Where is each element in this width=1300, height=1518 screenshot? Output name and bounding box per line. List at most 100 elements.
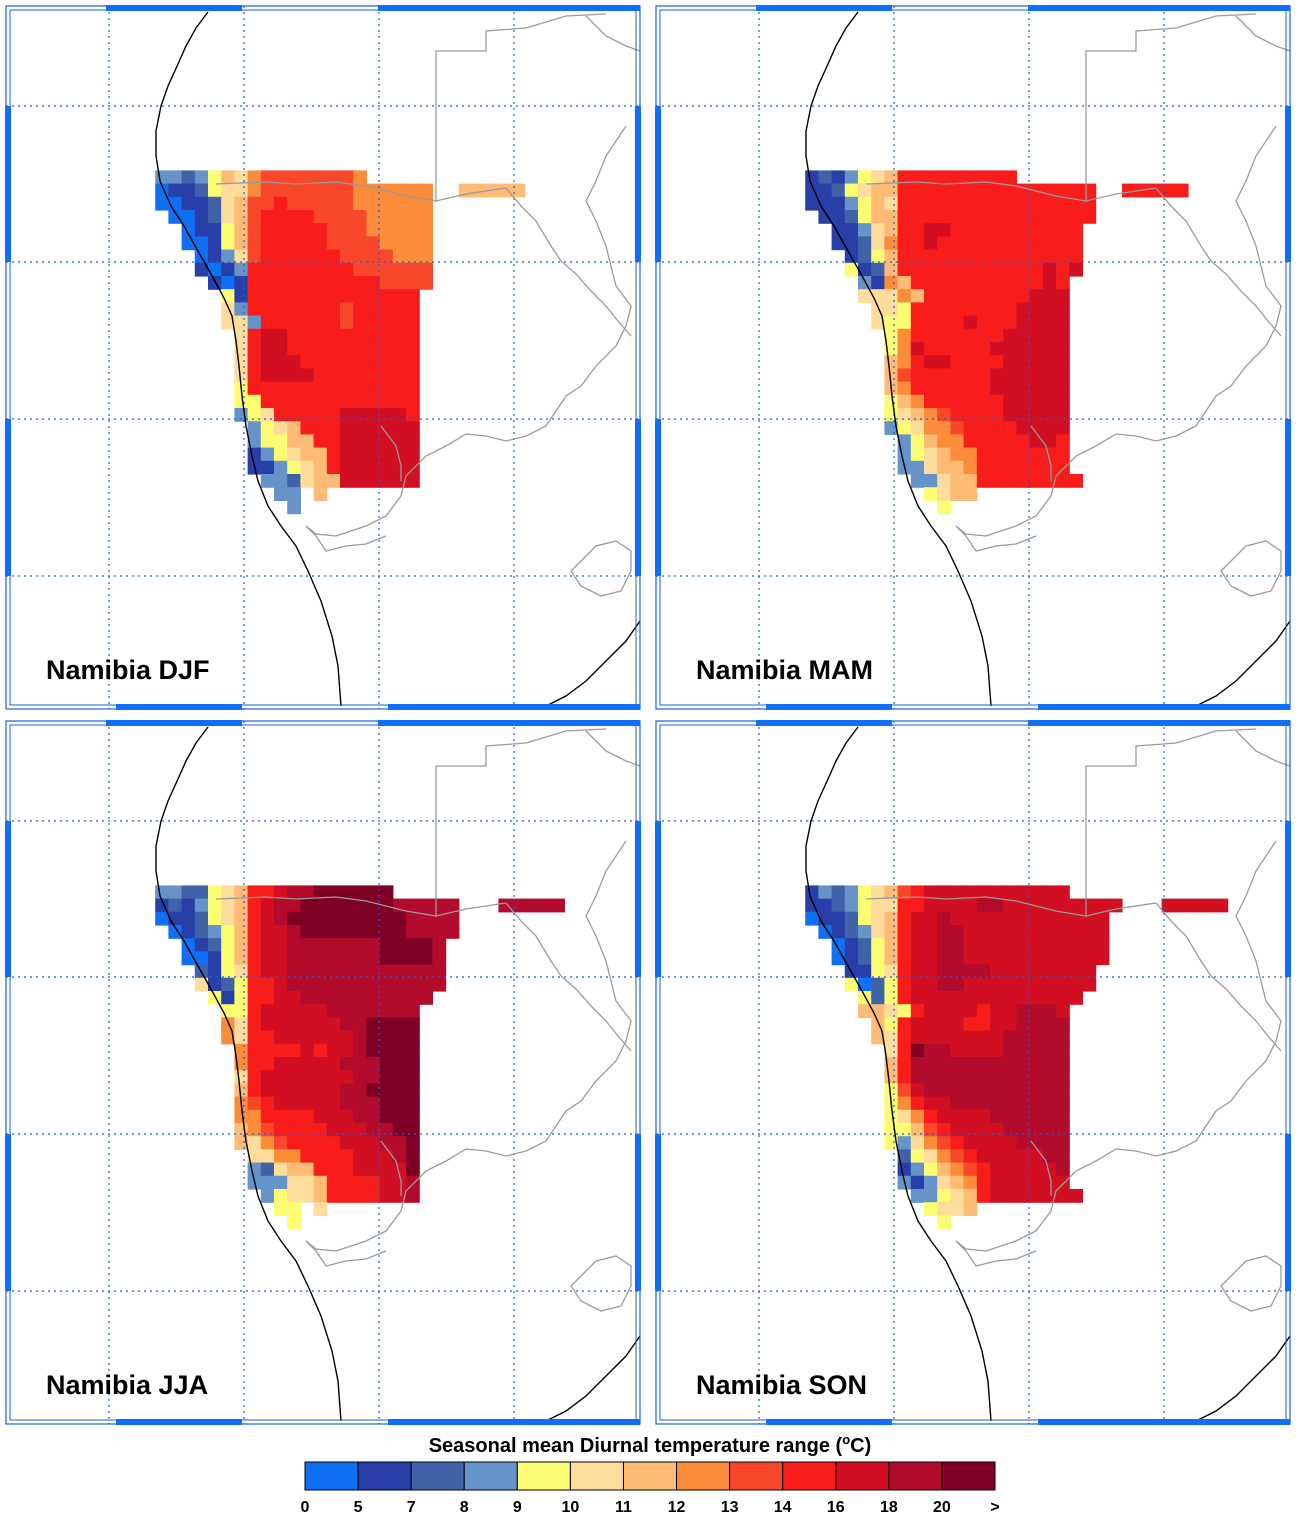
data-cell <box>406 315 420 330</box>
data-cell <box>300 1123 315 1137</box>
country-border <box>955 525 1037 552</box>
data-cell <box>990 289 1004 303</box>
data-cell <box>551 898 565 913</box>
data-cell <box>924 183 938 198</box>
data-cell <box>831 196 846 211</box>
data-cell <box>260 196 275 211</box>
frame-segment-left <box>5 419 11 576</box>
data-cell <box>963 1109 978 1124</box>
data-cell <box>326 342 341 356</box>
data-cell <box>963 262 978 277</box>
data-cell <box>937 1083 951 1098</box>
data-cell <box>1029 236 1044 251</box>
data-cell <box>1042 421 1057 435</box>
data-cell <box>805 170 819 185</box>
data-cell <box>924 1057 938 1071</box>
data-cell <box>1042 1030 1057 1045</box>
data-cell <box>1042 1083 1057 1098</box>
data-cell <box>1029 210 1044 224</box>
data-cell <box>300 1162 315 1177</box>
data-cell <box>511 183 526 198</box>
data-cell <box>990 342 1004 356</box>
data-cell <box>392 236 407 251</box>
data-cell <box>990 381 1004 396</box>
data-cell <box>910 315 925 330</box>
data-cell <box>976 1162 991 1177</box>
data-cell <box>976 1017 991 1032</box>
data-cell <box>818 210 833 224</box>
data-cell <box>379 925 394 939</box>
data-cell <box>406 381 420 396</box>
data-cell <box>990 1189 1004 1203</box>
data-cell <box>963 1136 978 1150</box>
data-cell <box>897 249 912 264</box>
data-cell <box>1042 911 1057 926</box>
data-cell <box>313 289 328 303</box>
data-cell <box>353 1175 367 1190</box>
data-cell <box>1161 183 1176 198</box>
colorbar-tick-label: 7 <box>407 1499 416 1516</box>
data-cell <box>406 1123 420 1137</box>
data-cell <box>260 421 275 435</box>
data-cell <box>260 1189 275 1203</box>
data-cell <box>897 951 912 966</box>
data-cell <box>1042 262 1057 277</box>
data-cell <box>287 289 301 303</box>
data-cell <box>392 1030 407 1045</box>
data-cell <box>274 1109 288 1124</box>
data-cell <box>950 1123 965 1137</box>
data-cell <box>897 170 912 185</box>
data-cell <box>392 196 407 211</box>
data-cell <box>897 1057 912 1071</box>
data-cell <box>392 1096 407 1111</box>
data-cell <box>419 951 433 966</box>
data-cell <box>234 1017 249 1032</box>
data-cell <box>287 368 301 383</box>
map-area <box>6 6 640 709</box>
data-cell <box>366 1070 381 1084</box>
data-cell <box>963 328 978 343</box>
data-cell <box>871 223 885 237</box>
data-cell <box>313 368 328 383</box>
data-cell <box>313 1175 328 1190</box>
data-cell <box>924 447 938 462</box>
data-cell <box>963 1030 978 1045</box>
data-cell <box>326 1004 341 1018</box>
data-cell <box>950 1202 965 1216</box>
data-cell <box>366 474 381 488</box>
data-cell <box>937 911 951 926</box>
data-cell <box>1029 1109 1044 1124</box>
data-cell <box>247 1123 262 1137</box>
data-cell <box>1042 1123 1057 1137</box>
data-cell <box>432 951 447 966</box>
data-cell <box>950 210 965 224</box>
data-cell <box>950 460 965 475</box>
coastline <box>545 1335 640 1422</box>
data-cell <box>234 236 249 251</box>
data-cell <box>313 328 328 343</box>
data-cell <box>287 394 301 409</box>
data-cell <box>340 276 354 290</box>
data-cell <box>260 355 275 369</box>
data-cell <box>313 249 328 264</box>
data-cell <box>392 421 407 435</box>
data-cell <box>963 1162 978 1177</box>
data-cell <box>976 183 991 198</box>
data-cell <box>950 328 965 343</box>
data-cell <box>300 183 315 198</box>
data-cell <box>247 911 262 926</box>
data-cell <box>1056 289 1070 303</box>
data-cell <box>168 170 183 185</box>
data-cell <box>181 196 196 211</box>
frame-segment-top <box>378 720 640 726</box>
data-cell <box>1016 328 1031 343</box>
data-cell <box>194 938 209 952</box>
data-cell <box>260 276 275 290</box>
data-cell <box>379 1175 394 1190</box>
data-cell <box>858 925 872 939</box>
data-cell <box>910 474 925 488</box>
data-cell <box>950 368 965 383</box>
data-cell <box>1016 1070 1031 1084</box>
data-cell <box>897 885 912 900</box>
data-cell <box>234 911 249 926</box>
